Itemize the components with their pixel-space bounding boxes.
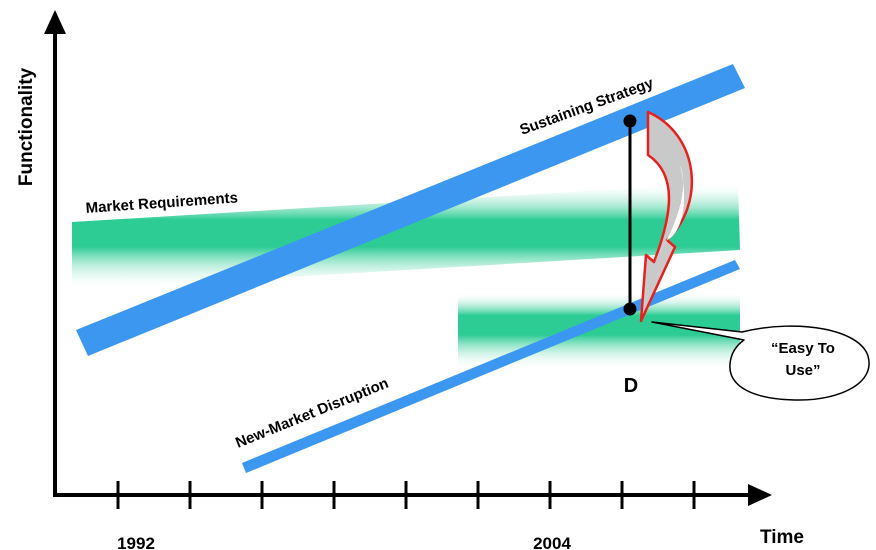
new-market-disruption-band xyxy=(242,260,740,473)
point-d-label: D xyxy=(624,375,638,397)
tick-label-2004: 2004 xyxy=(533,534,571,550)
market-requirements-label: Market Requirements xyxy=(85,189,238,217)
easy-to-use-callout xyxy=(651,321,870,401)
x-axis-label: Time xyxy=(760,527,804,548)
y-axis-arrowhead xyxy=(44,10,66,34)
callout-line-2: Use” xyxy=(785,362,820,379)
shift-arrow xyxy=(639,110,694,323)
x-axis-arrowhead xyxy=(748,484,772,506)
tick-label-1992: 1992 xyxy=(117,534,155,550)
market-requirements-band xyxy=(72,182,740,290)
shift-arrow-highlight xyxy=(654,165,685,262)
callout-line-1: “Easy To xyxy=(771,340,835,357)
x-axis-ticks xyxy=(116,481,696,509)
upper-point xyxy=(623,114,637,128)
lower-point xyxy=(623,302,637,316)
sustaining-strategy-band xyxy=(76,64,745,356)
y-axis-label: Functionality xyxy=(16,67,37,186)
